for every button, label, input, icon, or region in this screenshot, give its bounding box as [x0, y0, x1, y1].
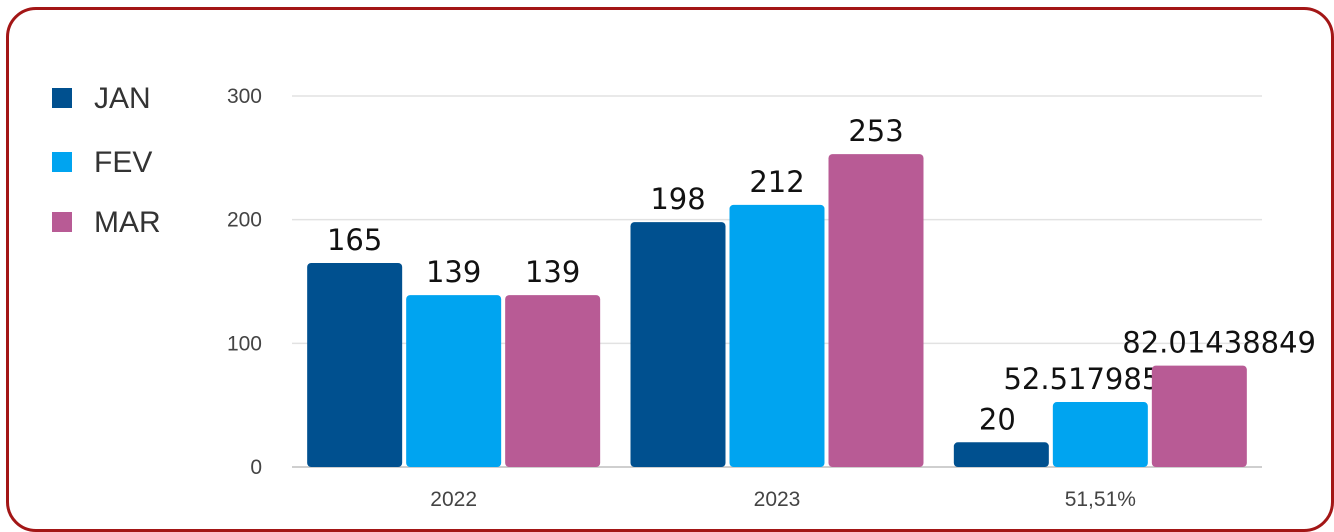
bar-jan	[307, 262, 403, 467]
bar-mar	[505, 295, 601, 467]
data-label: 165	[327, 223, 382, 257]
bar-jan	[630, 222, 726, 467]
legend-label-jan: JAN	[94, 82, 151, 115]
data-label: 82.01438849	[1122, 326, 1316, 360]
data-label: 139	[525, 255, 580, 289]
x-tick-label: 2023	[754, 488, 801, 511]
data-label: 253	[848, 114, 903, 148]
bar-fev	[406, 295, 502, 467]
legend-label-fev: FEV	[94, 146, 153, 179]
bar-jan	[953, 442, 1049, 467]
y-tick-label: 200	[227, 209, 262, 232]
x-tick-label: 2022	[430, 488, 477, 511]
bar-mar	[1151, 365, 1247, 467]
y-tick-label: 100	[227, 332, 262, 355]
legend-swatch-mar	[52, 212, 72, 232]
bar-fev	[1052, 402, 1148, 467]
legend-swatch-jan	[52, 88, 72, 108]
data-label: 20	[979, 402, 1016, 436]
data-label: 212	[749, 165, 804, 199]
y-tick-label: 300	[227, 85, 262, 108]
legend-label-mar: MAR	[94, 206, 161, 239]
data-label: 139	[426, 255, 481, 289]
y-tick-label: 0	[250, 456, 262, 479]
x-tick-label: 51,51%	[1065, 488, 1136, 511]
bar-mar	[828, 154, 924, 467]
legend-swatch-fev	[52, 152, 72, 172]
data-label: 198	[650, 182, 705, 216]
bar-fev	[729, 204, 825, 467]
